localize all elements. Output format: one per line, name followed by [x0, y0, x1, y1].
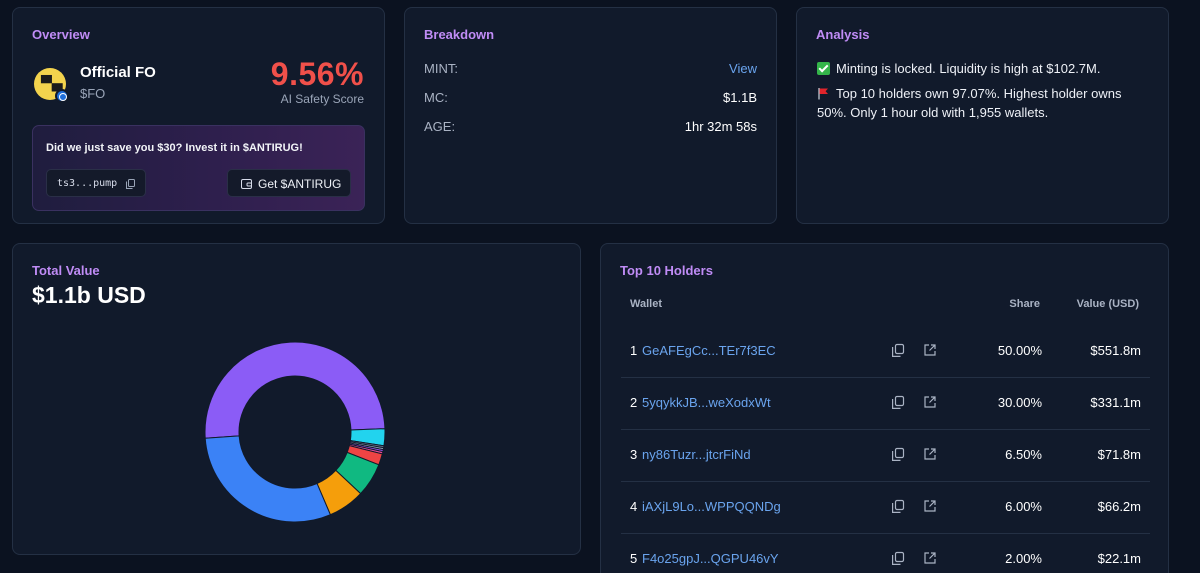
total-value-amount: $1.1b USD: [32, 282, 146, 308]
holder-wallet-link[interactable]: iAXjL9Lo...WPPQQNDg: [642, 499, 781, 514]
safety-score-value: 9.56%: [270, 56, 364, 92]
donut-slice: [205, 435, 332, 522]
analysis-card: Analysis Minting is locked. Liquidity is…: [796, 7, 1169, 224]
total-value-card: Total Value $1.1b USD: [12, 243, 581, 555]
holder-value: $22.1m: [1097, 551, 1141, 566]
get-antirug-label: Get $ANTIRUG: [258, 177, 342, 191]
holder-row: 1 GeAFEgCc...TEr7f3EC 50.00% $551.8m: [621, 326, 1150, 378]
external-link-icon[interactable]: [924, 396, 936, 408]
holder-row: 4 iAXjL9Lo...WPPQQNDg 6.00% $66.2m: [621, 482, 1150, 534]
copy-icon[interactable]: [892, 447, 905, 461]
promo-banner: Did we just save you $30? Invest it in $…: [32, 125, 365, 211]
contract-address-copy[interactable]: ts3...pump: [46, 169, 146, 197]
copy-icon[interactable]: [892, 395, 905, 409]
top-holders-card: Top 10 Holders Wallet Share Value (USD) …: [600, 243, 1169, 573]
holders-donut-chart: [205, 342, 385, 522]
contract-address: ts3...pump: [57, 178, 118, 189]
holder-wallet-link[interactable]: ny86Tuzr...jtcrFiNd: [642, 447, 751, 462]
wallet-icon: [241, 179, 252, 189]
copy-icon[interactable]: [892, 343, 905, 357]
overview-title: Overview: [32, 27, 90, 42]
holder-share: 30.00%: [997, 395, 1042, 410]
holder-rank: 1: [630, 343, 638, 358]
breakdown-card: Breakdown MINT: View MC: $1.1B AGE: 1hr …: [404, 7, 777, 224]
holder-wallet-link[interactable]: F4o25gpJ...QGPU46vY: [642, 551, 779, 566]
holder-value: $551.8m: [1090, 343, 1141, 358]
external-link-icon[interactable]: [924, 344, 936, 356]
total-value-title: Total Value: [32, 263, 100, 278]
age-value: 1hr 32m 58s: [684, 119, 757, 134]
donut-slice: [205, 342, 385, 439]
get-antirug-button[interactable]: Get $ANTIRUG: [227, 169, 351, 197]
mc-label: MC:: [424, 90, 448, 105]
overview-card: Overview ▀▄ Official FO $FO 9.56% AI Saf…: [12, 7, 385, 224]
safety-score-label: AI Safety Score: [280, 92, 364, 106]
holder-rank: 5: [630, 551, 638, 566]
holder-row: 3 ny86Tuzr...jtcrFiNd 6.50% $71.8m: [621, 430, 1150, 482]
top-holders-title: Top 10 Holders: [620, 263, 713, 278]
holder-value: $66.2m: [1097, 499, 1141, 514]
holder-rank: 2: [630, 395, 638, 410]
external-link-icon[interactable]: [924, 552, 936, 564]
analysis-line-holders: Top 10 holders own 97.07%. Highest holde…: [817, 84, 1148, 122]
copy-icon: [126, 179, 135, 189]
external-link-icon[interactable]: [924, 500, 936, 512]
column-header-wallet: Wallet: [630, 298, 662, 310]
holder-share: 6.00%: [1005, 499, 1042, 514]
holder-row: 2 5yqykkJB...weXodxWt 30.00% $331.1m: [621, 378, 1150, 430]
holder-wallet-link[interactable]: GeAFEgCc...TEr7f3EC: [642, 343, 776, 358]
age-label: AGE:: [424, 119, 456, 134]
token-logo: ▀▄: [34, 68, 69, 103]
promo-text: Did we just save you $30? Invest it in $…: [46, 142, 303, 154]
breakdown-title: Breakdown: [424, 27, 495, 42]
token-name: Official FO: [80, 64, 156, 81]
mc-value: $1.1B: [723, 90, 757, 105]
mint-label: MINT:: [424, 61, 458, 76]
analysis-text-1: Minting is locked. Liquidity is high at …: [836, 61, 1101, 76]
token-face-icon: ▀▄: [41, 76, 63, 92]
holder-share: 2.00%: [1005, 551, 1042, 566]
check-icon: [817, 62, 830, 75]
analysis-text-2: Top 10 holders own 97.07%. Highest holde…: [817, 86, 1122, 120]
holder-share: 50.00%: [997, 343, 1042, 358]
column-header-share: Share: [1009, 298, 1040, 310]
analysis-line-minting: Minting is locked. Liquidity is high at …: [817, 59, 1148, 78]
copy-icon[interactable]: [892, 551, 905, 565]
external-link-icon[interactable]: [924, 448, 936, 460]
holder-share: 6.50%: [1005, 447, 1042, 462]
holder-rank: 4: [630, 499, 638, 514]
red-flag-icon: [818, 88, 828, 100]
holder-row: 5 F4o25gpJ...QGPU46vY 2.00% $22.1m: [621, 534, 1150, 573]
holder-rank: 3: [630, 447, 638, 462]
mint-view-link[interactable]: View: [729, 61, 757, 76]
verified-badge-icon: [55, 89, 69, 103]
token-symbol: $FO: [80, 86, 106, 101]
holder-value: $331.1m: [1090, 395, 1141, 410]
copy-icon[interactable]: [892, 499, 905, 513]
holder-value: $71.8m: [1097, 447, 1141, 462]
analysis-title: Analysis: [816, 27, 870, 42]
column-header-value: Value (USD): [1076, 298, 1139, 310]
holder-wallet-link[interactable]: 5yqykkJB...weXodxWt: [642, 395, 771, 410]
